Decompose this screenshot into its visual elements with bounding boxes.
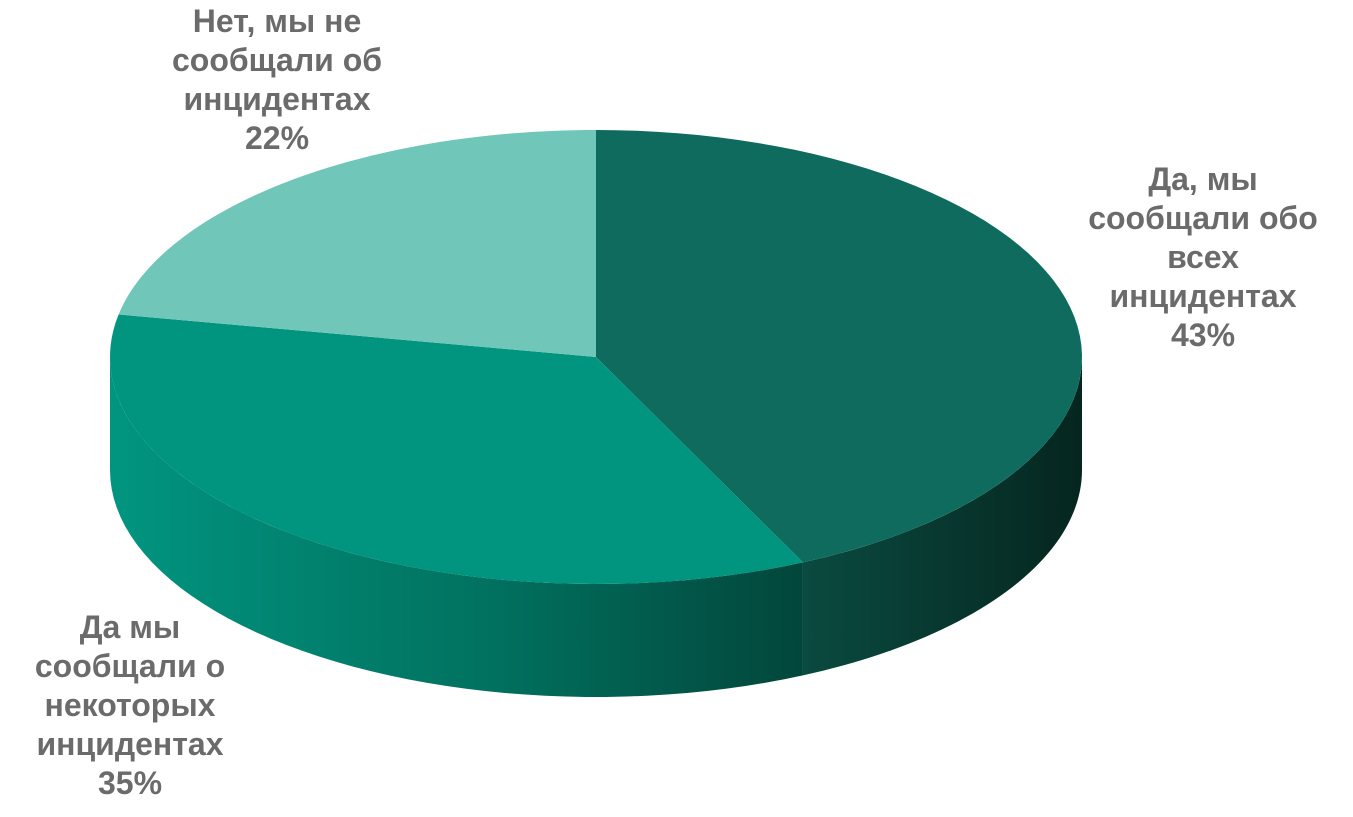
pie-slice-reported-some (110, 314, 803, 584)
slice-name-line: Нет, мы не (192, 3, 362, 39)
slice-name-line: сообщали о (34, 648, 226, 684)
pie-slice-not-reported (118, 130, 597, 357)
slice-label-reported-all: Да, мы сообщали обо всех инцидентах 43% (1078, 160, 1328, 355)
slice-name-line: сообщали обо (1088, 200, 1318, 236)
slice-label-reported-some: Да мы сообщали о некоторых инцидентах 35… (5, 608, 255, 803)
slice-name-line: сообщали об (171, 42, 383, 78)
pie-slice-reported-all (596, 130, 1082, 563)
slice-name-reported-some: Да мы сообщали о некоторых инцидентах (5, 608, 255, 764)
slice-name-line: Да мы (79, 609, 181, 645)
slice-name-reported-all: Да, мы сообщали обо всех инцидентах (1078, 160, 1328, 316)
slice-value-reported-some: 35% (97, 765, 163, 801)
slice-name-not-reported: Нет, мы не сообщали об инцидентах (152, 2, 402, 119)
pie-sides (110, 357, 1082, 697)
slice-name-line: некоторых (44, 687, 216, 723)
slice-name-line: инцидентах (36, 726, 224, 762)
slice-name-line: инцидентах (1109, 278, 1297, 314)
slice-name-line: Да, мы (1148, 161, 1258, 197)
slice-name-line: инцидентах (183, 81, 371, 117)
slice-value-reported-all: 43% (1170, 317, 1236, 353)
slice-name-line: всех (1167, 239, 1239, 275)
pie-slice-reported-all-side (802, 357, 1082, 676)
slice-label-not-reported: Нет, мы не сообщали об инцидентах 22% (152, 2, 402, 158)
pie-tops (110, 130, 1082, 584)
pie-slice-reported-some-side (110, 357, 803, 697)
slice-value-not-reported: 22% (244, 120, 310, 156)
